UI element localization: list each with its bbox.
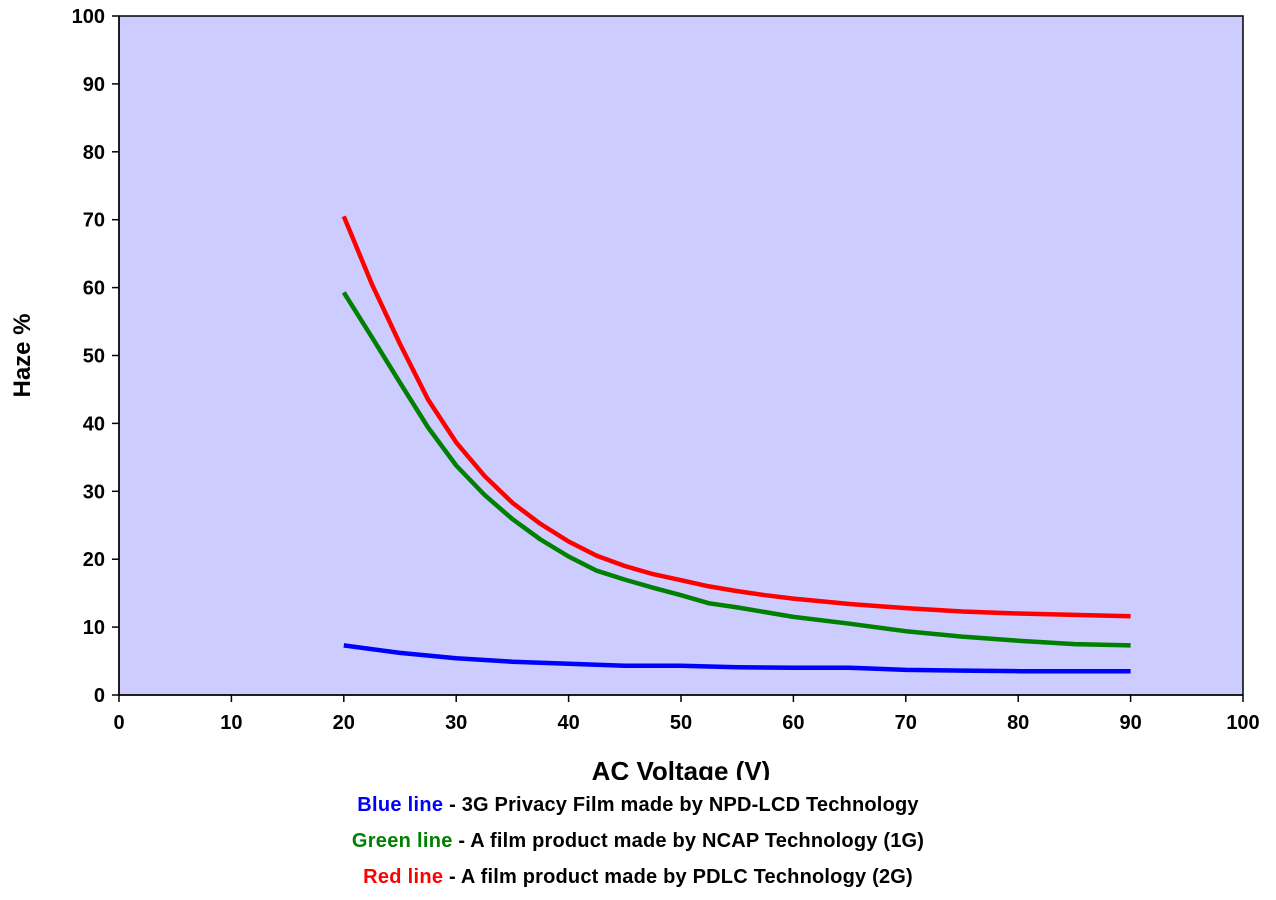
- x-tick-label: 50: [670, 712, 692, 734]
- x-tick-label: 90: [1119, 712, 1141, 734]
- x-tick-label: 10: [220, 712, 242, 734]
- y-tick-label: 60: [83, 278, 105, 300]
- chart-svg: 0 10 20 30 40 50 60 70 80 90 100 0 10 20 30 40 50 60 70 80…: [9, 6, 1260, 786]
- series-line-green: [341, 291, 1131, 648]
- legend-entry-red: Red line - A film product made by PDLC T…: [0, 866, 1276, 889]
- legend-entry-green: Green line - A film product made by NCAP…: [0, 830, 1276, 853]
- x-tick-label: 30: [445, 712, 467, 734]
- y-tick-label: 10: [83, 617, 105, 639]
- legend-blue-name: Blue line: [357, 794, 444, 816]
- x-axis-title: AC Voltage (V): [592, 756, 771, 780]
- legend-blue-description: - 3G Privacy Film made by NPD-LCD Techno…: [443, 794, 919, 816]
- y-tick-label: 70: [83, 210, 105, 232]
- x-axis-ticks: 0 10 20 30 40 50 60 70 80 90 100: [113, 695, 1260, 734]
- legend-entry-blue: Blue line - 3G Privacy Film made by NPD-…: [0, 794, 1276, 817]
- y-tick-label: 20: [83, 549, 105, 571]
- y-axis-title: Haze %: [9, 313, 36, 397]
- series-line-blue: [343, 643, 1131, 674]
- y-tick-label: 100: [72, 6, 105, 28]
- x-tick-label: 100: [1226, 712, 1259, 734]
- x-tick-label: 20: [333, 712, 355, 734]
- legend-green-name: Green line: [351, 830, 453, 852]
- series-layer: [341, 215, 1131, 674]
- y-tick-label: 50: [83, 346, 105, 368]
- x-tick-label: 40: [557, 712, 579, 734]
- y-axis-ticks: 0 10 20 30 40 50 60 70 80 90 100: [72, 6, 119, 707]
- legend-red-name: Red line: [363, 866, 444, 888]
- legend-green-description: - A film product made by NCAP Technology…: [452, 830, 925, 852]
- y-tick-label: 30: [83, 481, 105, 503]
- x-tick-label: 60: [782, 712, 804, 734]
- x-tick-label: 80: [1007, 712, 1029, 734]
- y-tick-label: 40: [83, 413, 105, 435]
- legend-red-description: - A film product made by PDLC Technology…: [443, 866, 913, 888]
- x-tick-label: 70: [895, 712, 917, 734]
- x-tick-label: 0: [113, 712, 124, 734]
- series-line-red: [341, 215, 1131, 619]
- y-tick-label: 80: [83, 142, 105, 164]
- y-tick-label: 90: [83, 74, 105, 96]
- y-tick-label: 0: [94, 685, 105, 707]
